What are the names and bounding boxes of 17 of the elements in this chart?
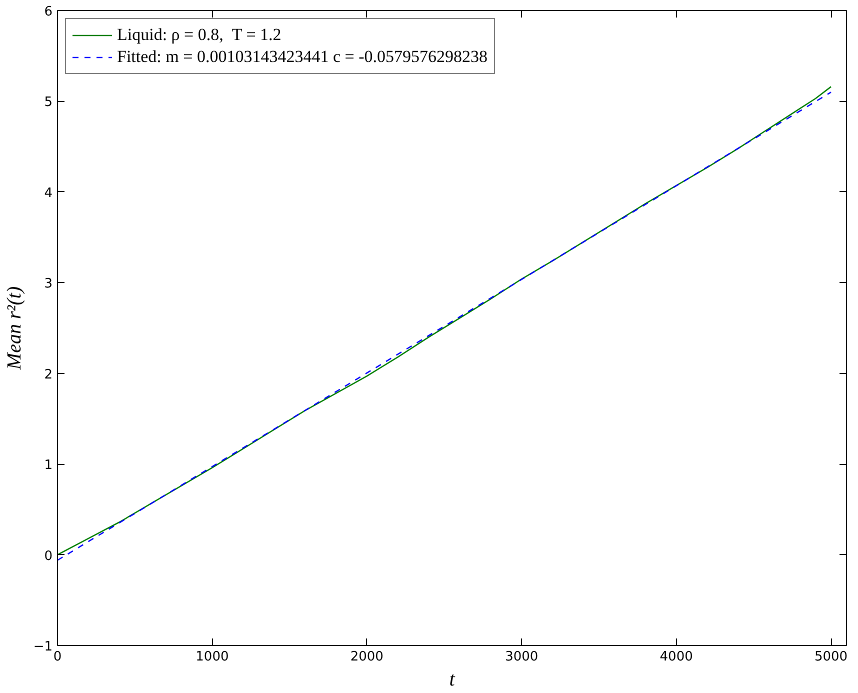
legend-label: Liquid: ρ = 0.8, T = 1.2	[117, 25, 282, 45]
legend-label: Fitted: m = 0.00103143423441 c = -0.0579576298238	[117, 47, 488, 67]
y-tick-label: −1	[33, 640, 53, 654]
y-tick-label: 5	[44, 95, 53, 110]
y-axis-title: Mean r²(t)	[3, 286, 26, 371]
y-tick-label: 2	[44, 367, 53, 382]
x-tick-label: 5000	[814, 650, 848, 664]
y-tick-label: 0	[44, 548, 53, 564]
x-axis-title: t	[449, 668, 456, 690]
x-tick-label: 2000	[350, 650, 384, 664]
x-tick-label: 4000	[660, 650, 693, 664]
y-tick-label: 6	[44, 4, 53, 20]
x-tick-label: 1000	[196, 650, 229, 664]
x-tick-label: 3000	[505, 650, 538, 664]
y-tick-label: 1	[44, 458, 53, 474]
y-tick-label: 4	[44, 186, 53, 201]
y-tick-label: 3	[44, 276, 53, 292]
